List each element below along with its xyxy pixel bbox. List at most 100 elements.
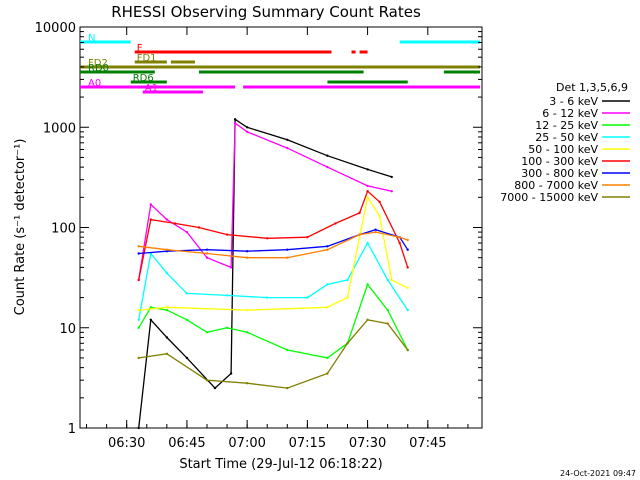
- data-point: [245, 250, 249, 253]
- y-axis-title: Count Rate (s⁻¹ detector⁻¹): [13, 139, 28, 316]
- legend-label: 300 - 800 keV: [521, 167, 598, 180]
- status-bar-label: RD0: [88, 63, 109, 74]
- data-point: [149, 318, 152, 321]
- legend-title: Det 1,3,5,6,9: [556, 81, 628, 94]
- status-bar-label: RD6: [133, 73, 154, 84]
- data-point: [326, 306, 329, 309]
- data-point: [245, 126, 249, 129]
- data-point: [225, 326, 229, 329]
- data-point: [137, 252, 140, 255]
- data-point: [378, 200, 381, 204]
- data-point: [406, 266, 409, 269]
- y-axis: 1 10 100 1000 10000: [35, 21, 482, 437]
- data-point: [366, 241, 369, 245]
- data-point: [185, 356, 189, 360]
- y-tick-label: 1000: [43, 121, 76, 136]
- data-point: [165, 352, 169, 355]
- generation-timestamp: 24-Oct-2021 09:47: [560, 469, 636, 478]
- data-point: [326, 165, 329, 169]
- data-point: [149, 218, 152, 221]
- data-point: [205, 379, 209, 382]
- data-point: [390, 175, 393, 179]
- data-point: [165, 218, 169, 221]
- x-axis-title: Start Time (29-Jul-12 06:18:22): [179, 457, 382, 472]
- y-tick-label: 100: [51, 222, 76, 237]
- data-point: [406, 348, 409, 352]
- x-tick-label: 07:45: [409, 436, 446, 451]
- data-point: [366, 196, 369, 199]
- data-point: [286, 386, 289, 390]
- legend-label: 6 - 12 keV: [542, 107, 598, 120]
- data-point: [326, 245, 329, 248]
- status-bar-label: N: [88, 33, 95, 44]
- legend-label: 3 - 6 keV: [549, 95, 598, 108]
- data-point: [137, 245, 140, 248]
- legend-label: 50 - 100 keV: [528, 143, 598, 156]
- data-point: [185, 230, 189, 234]
- data-point: [149, 306, 152, 309]
- data-point: [185, 292, 189, 295]
- data-point: [173, 222, 177, 225]
- legend-label: 12 - 25 keV: [535, 119, 598, 132]
- data-point: [358, 233, 361, 236]
- data-point: [137, 326, 140, 329]
- data-point: [398, 236, 401, 239]
- y-tick-label: 10: [59, 322, 76, 337]
- data-point: [229, 372, 233, 375]
- data-point: [245, 331, 249, 334]
- data-point: [245, 256, 249, 259]
- data-point: [137, 308, 140, 312]
- data-point: [406, 248, 409, 251]
- data-point: [378, 214, 381, 218]
- x-tick-label: 06:45: [168, 436, 205, 451]
- status-bar-label: FD2: [88, 58, 108, 69]
- data-point: [326, 154, 329, 157]
- y-axis-title-text: Count Rate (s⁻¹ detector⁻¹): [13, 139, 28, 316]
- data-point: [225, 233, 229, 236]
- data-point: [137, 318, 140, 321]
- data-point: [233, 118, 237, 121]
- data-point: [149, 203, 152, 206]
- data-point: [225, 294, 229, 297]
- data-point: [366, 184, 369, 188]
- data-point: [137, 356, 140, 360]
- data-point: [137, 278, 140, 282]
- data-point: [165, 336, 169, 339]
- data-point: [205, 248, 209, 251]
- series-line: [138, 229, 409, 255]
- y-tick-label: 10000: [35, 21, 76, 36]
- data-point: [326, 283, 329, 286]
- data-point: [245, 382, 249, 385]
- data-point: [306, 236, 309, 239]
- data-point: [366, 168, 369, 171]
- data-point: [390, 190, 393, 193]
- x-tick-label: 07:30: [349, 436, 386, 451]
- status-bar-label: FD1: [137, 53, 157, 64]
- data-point: [245, 130, 249, 133]
- data-point: [406, 238, 409, 242]
- legend-label: 100 - 300 keV: [521, 155, 598, 168]
- series-line: [138, 118, 392, 429]
- x-tick-label: 06:30: [108, 436, 145, 451]
- data-point: [406, 308, 409, 312]
- series-line: [138, 121, 392, 281]
- data-point: [165, 248, 169, 251]
- data-point: [390, 278, 393, 282]
- data-point: [306, 296, 309, 299]
- data-point: [229, 266, 233, 269]
- x-axis: 06:30 06:45 07:00 07:15 07:30 07:45: [86, 27, 469, 451]
- data-point: [386, 308, 389, 312]
- data-point: [213, 386, 217, 390]
- data-point: [346, 342, 349, 345]
- data-point: [366, 190, 369, 193]
- y-tick-label: 1: [68, 422, 76, 437]
- chart-title: RHESSI Observing Summary Count Rates: [111, 3, 421, 21]
- legend-label: 7000 - 15000 keV: [500, 191, 598, 204]
- data-point: [334, 222, 337, 225]
- data-point: [386, 278, 389, 282]
- x-tick-label: 07:15: [289, 436, 326, 451]
- data-point: [286, 256, 289, 259]
